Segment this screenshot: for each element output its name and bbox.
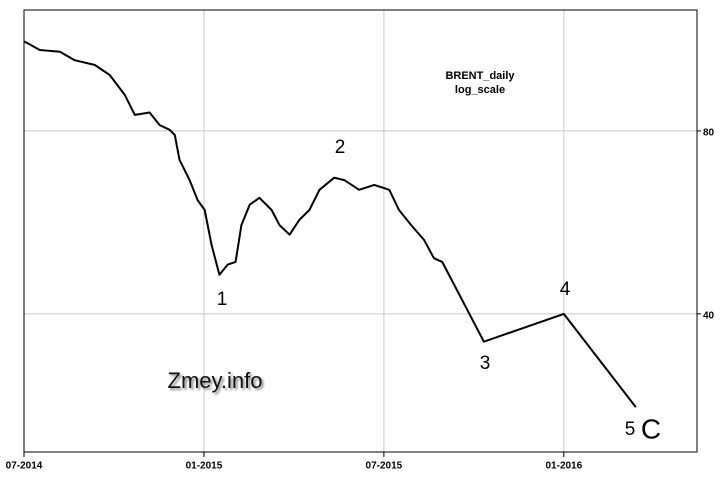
x-tick-label: 01-2015 [186, 461, 223, 472]
annotation: Zmey.info [168, 368, 263, 393]
annotation: BRENT_daily [445, 70, 515, 82]
price-line [23, 40, 637, 408]
y-tick-label: 40 [703, 311, 715, 322]
annotation: 4 [560, 279, 571, 300]
annotation: 2 [335, 137, 346, 158]
plot-border [23, 9, 698, 453]
y-tick-label: 80 [703, 128, 715, 139]
x-tick-label: 07-2015 [366, 461, 403, 472]
annotation: log_scale [455, 84, 505, 96]
annotation: 1 [217, 289, 228, 310]
annotation: 5 [625, 419, 636, 440]
x-tick-label: 07-2014 [6, 461, 43, 472]
annotation: 3 [480, 353, 491, 374]
annotation: C [641, 413, 661, 444]
x-tick-label: 01-2016 [545, 461, 582, 472]
